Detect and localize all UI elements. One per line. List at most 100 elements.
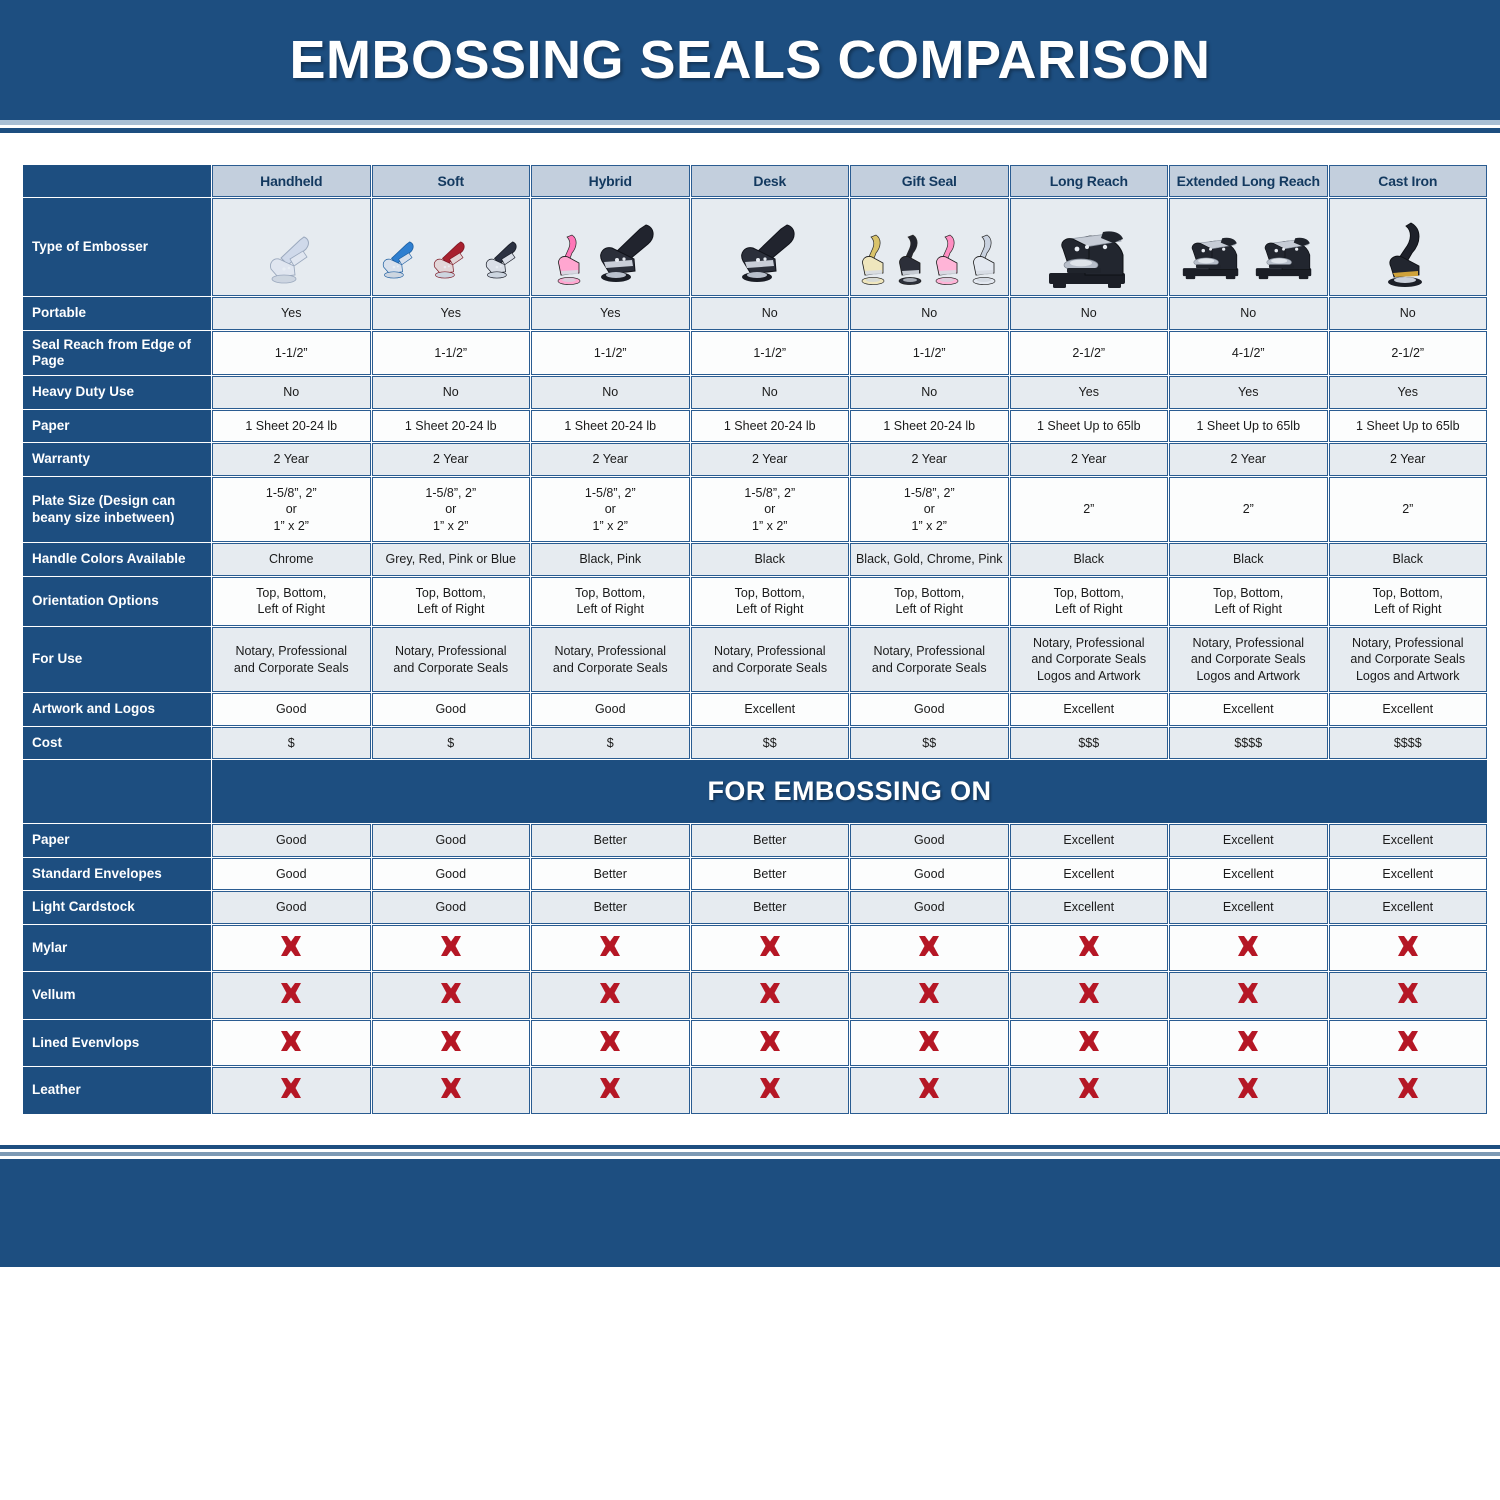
- cell-8-7: Notary, Professional and Corporate Seals…: [1328, 626, 1487, 693]
- embosser-image-cell: [1169, 198, 1328, 296]
- cell-10-7: $$$$: [1328, 726, 1487, 760]
- not-supported-x-icon: [1235, 1075, 1261, 1101]
- row-label-light-cardstock: Light Cardstock: [23, 891, 211, 924]
- cell-2-4: No: [850, 376, 1009, 409]
- column-header-gift-seal[interactable]: Gift Seal: [850, 165, 1009, 197]
- cell-3-0: 1 Sheet 20-24 lb: [212, 409, 371, 443]
- not-supported-x-icon: [597, 933, 623, 959]
- cell-9-2: Good: [531, 693, 690, 726]
- cell-7-0: Top, Bottom, Left of Right: [212, 576, 371, 626]
- row-label-handle-colors-available: Handle Colors Available: [23, 543, 211, 576]
- cell-0-7: No: [1328, 297, 1487, 330]
- row-label-lined-evenvlops: Lined Evenvlops: [23, 1019, 211, 1067]
- hybrid-embosser-icon: [534, 203, 687, 291]
- not-supported-x-icon: [1395, 1075, 1421, 1101]
- footer-bar: [0, 1158, 1500, 1267]
- cell-7-3: Top, Bottom, Left of Right: [690, 576, 849, 626]
- cell-0-2: Yes: [531, 297, 690, 330]
- page-title: Embossing Seals Comparison: [289, 30, 1211, 90]
- not-supported-x-icon: [757, 933, 783, 959]
- cell-8-2: Notary, Professional and Corporate Seals: [531, 626, 690, 693]
- embossing-cell-2-4: Good: [850, 891, 1009, 924]
- embossing-cell-3-6: [1169, 924, 1328, 972]
- cell-4-7: 2 Year: [1328, 443, 1487, 476]
- not-supported-x-icon: [438, 980, 464, 1006]
- column-header-handheld[interactable]: Handheld: [212, 165, 371, 197]
- column-header-hybrid[interactable]: Hybrid: [531, 165, 690, 197]
- cell-10-4: $$: [850, 726, 1009, 760]
- cell-4-6: 2 Year: [1169, 443, 1328, 476]
- cast-iron-embosser-icon: [1332, 203, 1485, 291]
- cell-7-6: Top, Bottom, Left of Right: [1169, 576, 1328, 626]
- cell-1-3: 1-1/2”: [690, 330, 849, 376]
- embossing-cell-2-5: Excellent: [1009, 891, 1168, 924]
- not-supported-x-icon: [1395, 980, 1421, 1006]
- cell-3-7: 1 Sheet Up to 65lb: [1328, 409, 1487, 443]
- embossing-cell-6-4: [850, 1067, 1009, 1114]
- embossing-cell-0-4: Good: [850, 824, 1009, 857]
- embossing-cell-2-0: Good: [212, 891, 371, 924]
- column-header-long-reach[interactable]: Long Reach: [1009, 165, 1168, 197]
- not-supported-x-icon: [916, 980, 942, 1006]
- cell-6-3: Black: [690, 543, 849, 576]
- row-label-mylar: Mylar: [23, 924, 211, 972]
- cell-6-6: Black: [1169, 543, 1328, 576]
- not-supported-x-icon: [1395, 933, 1421, 959]
- embossing-cell-5-1: [371, 1019, 530, 1067]
- embossing-cell-3-7: [1328, 924, 1487, 972]
- cell-0-6: No: [1169, 297, 1328, 330]
- column-header-cast-iron[interactable]: Cast Iron: [1328, 165, 1487, 197]
- row-label-plate-size-design-can-beany-size-inbetween: Plate Size (Design can beany size inbetw…: [23, 476, 211, 543]
- cell-3-2: 1 Sheet 20-24 lb: [531, 409, 690, 443]
- cell-1-2: 1-1/2”: [531, 330, 690, 376]
- column-header-desk[interactable]: Desk: [690, 165, 849, 197]
- cell-1-7: 2-1/2”: [1328, 330, 1487, 376]
- not-supported-x-icon: [757, 980, 783, 1006]
- embossing-cell-0-5: Excellent: [1009, 824, 1168, 857]
- embossing-cell-5-0: [212, 1019, 371, 1067]
- not-supported-x-icon: [757, 1028, 783, 1054]
- table-row: Standard Envelopes Good Good Better Better Go…: [23, 857, 1487, 891]
- embossing-cell-4-7: [1328, 972, 1487, 1019]
- row-label-for-use: For Use: [23, 626, 211, 693]
- row-label-artwork-and-logos: Artwork and Logos: [23, 693, 211, 726]
- not-supported-x-icon: [1076, 1075, 1102, 1101]
- cell-4-3: 2 Year: [690, 443, 849, 476]
- embosser-image-cell: [1009, 198, 1168, 296]
- cell-8-3: Notary, Professional and Corporate Seals: [690, 626, 849, 693]
- cell-8-4: Notary, Professional and Corporate Seals: [850, 626, 1009, 693]
- cell-2-6: Yes: [1169, 376, 1328, 409]
- cell-3-5: 1 Sheet Up to 65lb: [1009, 409, 1168, 443]
- section-banner-for-embossing-on: FOR EMBOSSING ON: [212, 760, 1487, 824]
- cell-3-4: 1 Sheet 20-24 lb: [850, 409, 1009, 443]
- embosser-image-cell: [212, 198, 371, 296]
- cell-7-1: Top, Bottom, Left of Right: [371, 576, 530, 626]
- embossing-cell-6-7: [1328, 1067, 1487, 1114]
- cell-9-7: Excellent: [1328, 693, 1487, 726]
- embossing-cell-0-6: Excellent: [1169, 824, 1328, 857]
- row-label-portable: Portable: [23, 297, 211, 330]
- embossing-cell-1-5: Excellent: [1009, 857, 1168, 891]
- row-label-heavy-duty-use: Heavy Duty Use: [23, 376, 211, 409]
- cell-7-5: Top, Bottom, Left of Right: [1009, 576, 1168, 626]
- not-supported-x-icon: [1395, 1028, 1421, 1054]
- row-label-vellum: Vellum: [23, 972, 211, 1019]
- cell-8-0: Notary, Professional and Corporate Seals: [212, 626, 371, 693]
- row-label-paper: Paper: [23, 409, 211, 443]
- embossing-cell-6-3: [690, 1067, 849, 1114]
- cell-10-5: $$$: [1009, 726, 1168, 760]
- cell-3-6: 1 Sheet Up to 65lb: [1169, 409, 1328, 443]
- embossing-cell-4-2: [531, 972, 690, 1019]
- embossing-cell-1-4: Good: [850, 857, 1009, 891]
- cell-9-3: Excellent: [690, 693, 849, 726]
- not-supported-x-icon: [597, 1028, 623, 1054]
- cell-4-0: 2 Year: [212, 443, 371, 476]
- column-header-soft[interactable]: Soft: [371, 165, 530, 197]
- table-row: Leather: [23, 1067, 1487, 1114]
- embossing-cell-0-7: Excellent: [1328, 824, 1487, 857]
- embossing-cell-2-1: Good: [371, 891, 530, 924]
- column-header-extended-long-reach[interactable]: Extended Long Reach: [1169, 165, 1328, 197]
- cell-7-7: Top, Bottom, Left of Right: [1328, 576, 1487, 626]
- embosser-image-cell: [531, 198, 690, 296]
- cell-1-6: 4-1/2”: [1169, 330, 1328, 376]
